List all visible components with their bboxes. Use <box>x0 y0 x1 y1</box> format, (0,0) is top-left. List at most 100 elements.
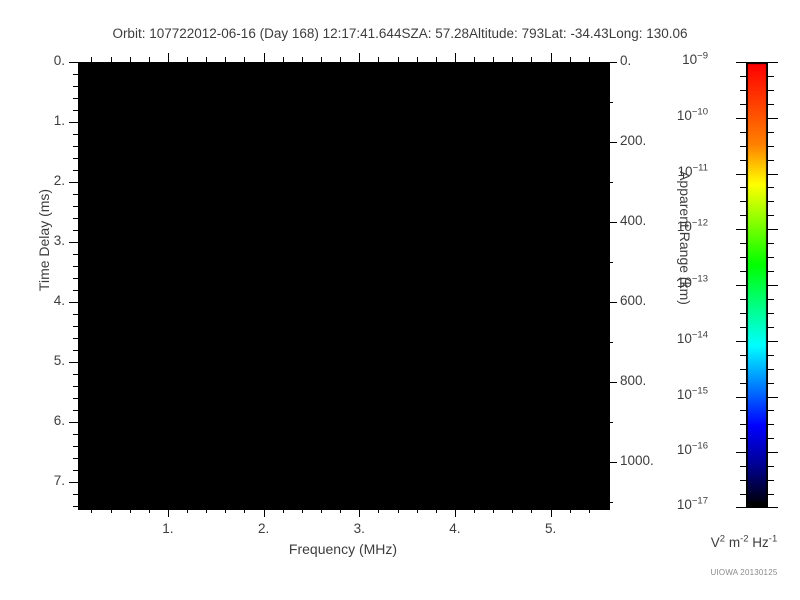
colorbar-minor-tick <box>740 257 746 258</box>
colorbar-minor-tick <box>768 327 774 328</box>
time-delay-tick-label: 7. <box>53 473 65 489</box>
frequency-minor-tick <box>378 508 379 513</box>
colorbar-minor-tick <box>768 313 774 314</box>
unit-volt-exponent: 2 <box>719 533 726 545</box>
colorbar-minor-tick <box>740 132 746 133</box>
apparent-range-minor-tick <box>608 422 613 423</box>
colorbar-minor-tick <box>768 215 774 216</box>
colorbar-minor-tick <box>768 90 774 91</box>
frequency-top-minor-tick <box>225 57 226 62</box>
frequency-minor-tick <box>589 508 590 513</box>
altitude-label: Altitude: <box>469 26 518 41</box>
time-delay-minor-tick <box>73 230 78 231</box>
time-delay-tick-label: 0. <box>53 53 65 68</box>
colorbar-minor-tick <box>740 215 746 216</box>
colorbar-tick-label: 10−15 <box>676 385 708 402</box>
time-delay-minor-tick <box>73 458 78 459</box>
colorbar-minor-tick <box>768 466 774 467</box>
colorbar-units-label: V2 m-2 Hz-1 <box>688 533 800 550</box>
time-delay-minor-tick <box>73 74 78 75</box>
apparent-range-tick-label: 0. <box>620 53 632 68</box>
colorbar-minor-tick <box>740 410 746 411</box>
colorbar-gradient <box>746 62 768 508</box>
colorbar-minor-tick <box>768 480 774 481</box>
frequency-axis-label: Frequency (MHz) <box>288 541 398 557</box>
time-delay-minor-tick <box>73 266 78 267</box>
orbit-value: 10772 <box>149 26 187 41</box>
colorbar-major-tick <box>736 62 746 63</box>
colorbar-major-tick <box>768 229 778 230</box>
apparent-range-tick-label: 600. <box>620 293 647 309</box>
frequency-top-minor-tick <box>321 57 322 62</box>
colorbar-minor-tick <box>768 257 774 258</box>
header-metadata-line: Orbit: 107722012-06-16 (Day 168) 12:17:4… <box>0 26 800 41</box>
frequency-top-minor-tick <box>512 57 513 62</box>
apparent-range-major-tick <box>608 382 617 383</box>
frequency-minor-tick <box>570 508 571 513</box>
frequency-minor-tick <box>187 508 188 513</box>
colorbar-minor-tick <box>768 355 774 356</box>
colorbar-major-tick <box>768 285 778 286</box>
apparent-range-minor-tick <box>608 262 613 263</box>
frequency-minor-tick <box>225 508 226 513</box>
intensity-colorbar: 10−9 10−10 10−11 10−12 10−13 10−14 10−15 10−16 1… <box>677 51 778 512</box>
colorbar-major-tick <box>736 452 746 453</box>
frequency-tick-label: 4. <box>449 521 461 536</box>
time-delay-minor-tick <box>73 86 78 87</box>
time-delay-minor-tick <box>73 434 78 435</box>
frequency-minor-tick <box>244 508 245 513</box>
apparent-range-minor-tick <box>608 342 613 343</box>
frequency-minor-tick <box>283 508 284 513</box>
frequency-top-major-tick <box>455 53 456 62</box>
apparent-range-minor-tick <box>608 102 613 103</box>
frequency-tick-label: 1. <box>162 521 174 536</box>
long-value: 130.06 <box>646 26 688 41</box>
colorbar-tick-label: 10−10 <box>676 106 708 123</box>
frequency-top-minor-tick <box>531 57 532 62</box>
time-delay-major-tick <box>69 302 78 303</box>
time-delay-minor-tick <box>73 146 78 147</box>
colorbar-major-tick <box>736 229 746 230</box>
time-delay-tick-label: 1. <box>53 113 65 129</box>
time-delay-minor-tick <box>73 170 78 171</box>
colorbar-minor-tick <box>740 355 746 356</box>
frequency-tick-label: 3. <box>353 521 365 536</box>
time-delay-tick-label: 4. <box>53 293 65 309</box>
sza-value: 57.28 <box>435 26 470 41</box>
frequency-minor-tick <box>206 508 207 513</box>
observation-time: 12:17:41.644 <box>322 26 402 41</box>
ionogram-plot-area <box>78 62 610 510</box>
frequency-top-minor-tick <box>206 57 207 62</box>
time-delay-minor-tick <box>73 194 78 195</box>
frequency-top-minor-tick <box>244 57 245 62</box>
frequency-minor-tick <box>493 508 494 513</box>
frequency-top-minor-tick <box>283 57 284 62</box>
time-delay-minor-tick <box>73 338 78 339</box>
colorbar-minor-tick <box>740 160 746 161</box>
frequency-top-minor-tick <box>570 57 571 62</box>
colorbar-minor-tick <box>740 299 746 300</box>
frequency-tick-label: 2. <box>257 521 270 536</box>
lat-label: Lat: <box>544 26 567 41</box>
frequency-top-minor-tick <box>340 57 341 62</box>
colorbar-minor-tick <box>768 369 774 370</box>
colorbar-minor-tick <box>768 187 774 188</box>
frequency-minor-tick <box>398 508 399 513</box>
colorbar-tick-label: 10−17 <box>676 495 708 512</box>
colorbar-minor-tick <box>740 243 746 244</box>
time-delay-tick-label: 5. <box>53 353 65 369</box>
time-delay-minor-tick <box>73 350 78 351</box>
frequency-top-minor-tick <box>187 57 188 62</box>
frequency-minor-tick <box>474 508 475 513</box>
colorbar-major-tick <box>736 507 746 508</box>
apparent-range-major-tick <box>608 462 617 463</box>
frequency-top-minor-tick <box>417 57 418 62</box>
colorbar-minor-tick <box>740 187 746 188</box>
colorbar-major-tick <box>768 507 778 508</box>
frequency-minor-tick <box>321 508 322 513</box>
colorbar-major-tick <box>768 174 778 175</box>
time-delay-major-tick <box>69 62 78 63</box>
colorbar-tick-label: 10−11 <box>677 162 708 179</box>
time-delay-tick-label: 2. <box>53 173 65 189</box>
frequency-top-minor-tick <box>436 57 437 62</box>
